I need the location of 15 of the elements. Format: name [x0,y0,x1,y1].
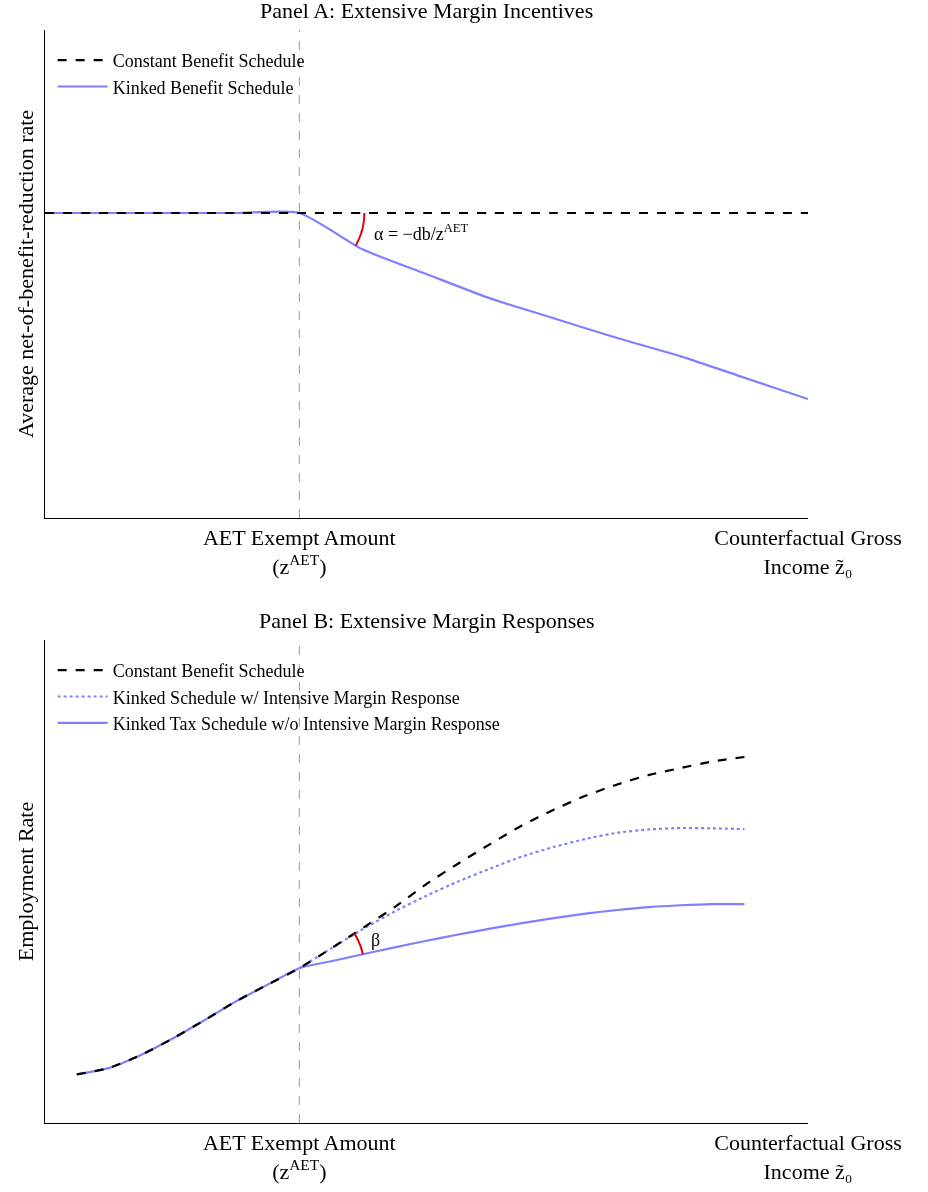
legend-label: Constant Benefit Schedule [112,51,305,72]
annotation: α = −db/z$^{AET}$ [374,221,469,244]
legend-label: Constant Benefit Schedule [112,661,305,682]
x-tick-label: Counterfactual Gross Income z̃₀ [714,1130,902,1184]
legend-label: Kinked Tax Schedule w/o Intensive Margin Response [112,713,500,734]
x-tick-label: AET Exempt Amount (z$^{AET}$) [202,525,396,579]
x-tick-label: AET Exempt Amount (z$^{AET}$) [202,1130,396,1184]
y-axis-title: Average net-of-benefit-reduction rate [12,109,38,439]
chart-title: Panel A: Extensive Margin Incentives [260,0,594,23]
legend-label: Kinked Schedule w/ Intensive Margin Response [112,687,460,708]
legend-label: Kinked Benefit Schedule [112,77,294,98]
y-axis-title: Employment Rate [12,801,38,962]
x-tick-label: Counterfactual Gross Income z̃₀ [714,525,902,579]
annotation: β [371,930,381,950]
chart-title: Panel B: Extensive Margin Responses [259,608,595,633]
